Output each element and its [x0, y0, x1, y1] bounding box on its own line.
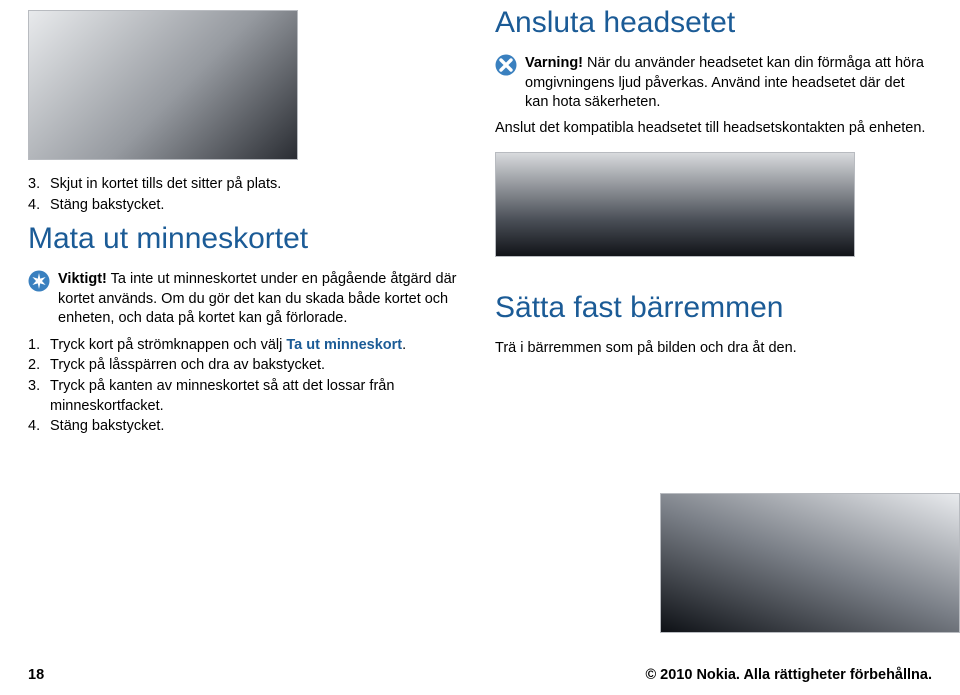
- highlight-text: Ta ut minneskort: [286, 337, 402, 353]
- warning-x-icon: [495, 54, 521, 76]
- list-item: 3. Tryck på kanten av minneskortet så at…: [28, 377, 465, 416]
- list-number: 1.: [28, 336, 50, 356]
- list-item: 1. Tryck kort på strömknappen och välj T…: [28, 336, 465, 356]
- warning-body: När du använder headsetet kan din förmåg…: [525, 55, 924, 110]
- important-lead: Viktigt!: [58, 271, 107, 287]
- list-text: Stäng bakstycket.: [50, 196, 465, 216]
- list-number: 3.: [28, 175, 50, 195]
- copyright-text: © 2010 Nokia. Alla rättigheter förbehåll…: [645, 667, 932, 683]
- image-headset-connect: [495, 152, 855, 257]
- warning-lead: Varning!: [525, 55, 583, 71]
- heading-eject-card: Mata ut minneskortet: [28, 222, 465, 256]
- image-memory-card-insert: [28, 10, 298, 160]
- list-number: 3.: [28, 377, 50, 416]
- list-text: Tryck på kanten av minneskortet så att d…: [50, 377, 465, 416]
- list-item: 4. Stäng bakstycket.: [28, 417, 465, 437]
- warning-callout: Varning! När du använder headsetet kan d…: [495, 54, 932, 113]
- heading-attach-strap: Sätta fast bärremmen: [495, 291, 932, 325]
- corner-image-wrap: [660, 487, 960, 647]
- list-item: 2. Tryck på låsspärren och dra av baksty…: [28, 356, 465, 376]
- list-text: Tryck på låsspärren och dra av bakstycke…: [50, 356, 465, 376]
- image-strap-attach: [660, 493, 960, 633]
- heading-connect-headset: Ansluta headsetet: [495, 6, 932, 40]
- list-text: Tryck kort på strömknappen och välj Ta u…: [50, 336, 465, 356]
- list-number: 4.: [28, 417, 50, 437]
- page-number: 18: [28, 667, 44, 683]
- warning-text: Varning! När du använder headsetet kan d…: [525, 54, 932, 113]
- important-callout: Viktigt! Ta inte ut minneskortet under e…: [28, 270, 465, 329]
- list-number: 2.: [28, 356, 50, 376]
- list-item: 3. Skjut in kortet tills det sitter på p…: [28, 175, 465, 195]
- page-footer: 18 © 2010 Nokia. Alla rättigheter förbeh…: [28, 657, 932, 695]
- list-number: 4.: [28, 196, 50, 216]
- list-item: 4. Stäng bakstycket.: [28, 196, 465, 216]
- important-text: Viktigt! Ta inte ut minneskortet under e…: [58, 270, 465, 329]
- paragraph-connect: Anslut det kompatibla headsetet till hea…: [495, 119, 932, 139]
- ordered-list-insert: 3. Skjut in kortet tills det sitter på p…: [28, 174, 465, 216]
- important-body: Ta inte ut minneskortet under en pågåend…: [58, 271, 456, 326]
- star-icon: [28, 270, 54, 292]
- list-text: Stäng bakstycket.: [50, 417, 465, 437]
- left-column: 3. Skjut in kortet tills det sitter på p…: [28, 10, 465, 657]
- paragraph-strap: Trä i bärremmen som på bilden och dra åt…: [495, 339, 932, 359]
- list-text: Skjut in kortet tills det sitter på plat…: [50, 175, 465, 195]
- ordered-list-eject: 1. Tryck kort på strömknappen och välj T…: [28, 335, 465, 438]
